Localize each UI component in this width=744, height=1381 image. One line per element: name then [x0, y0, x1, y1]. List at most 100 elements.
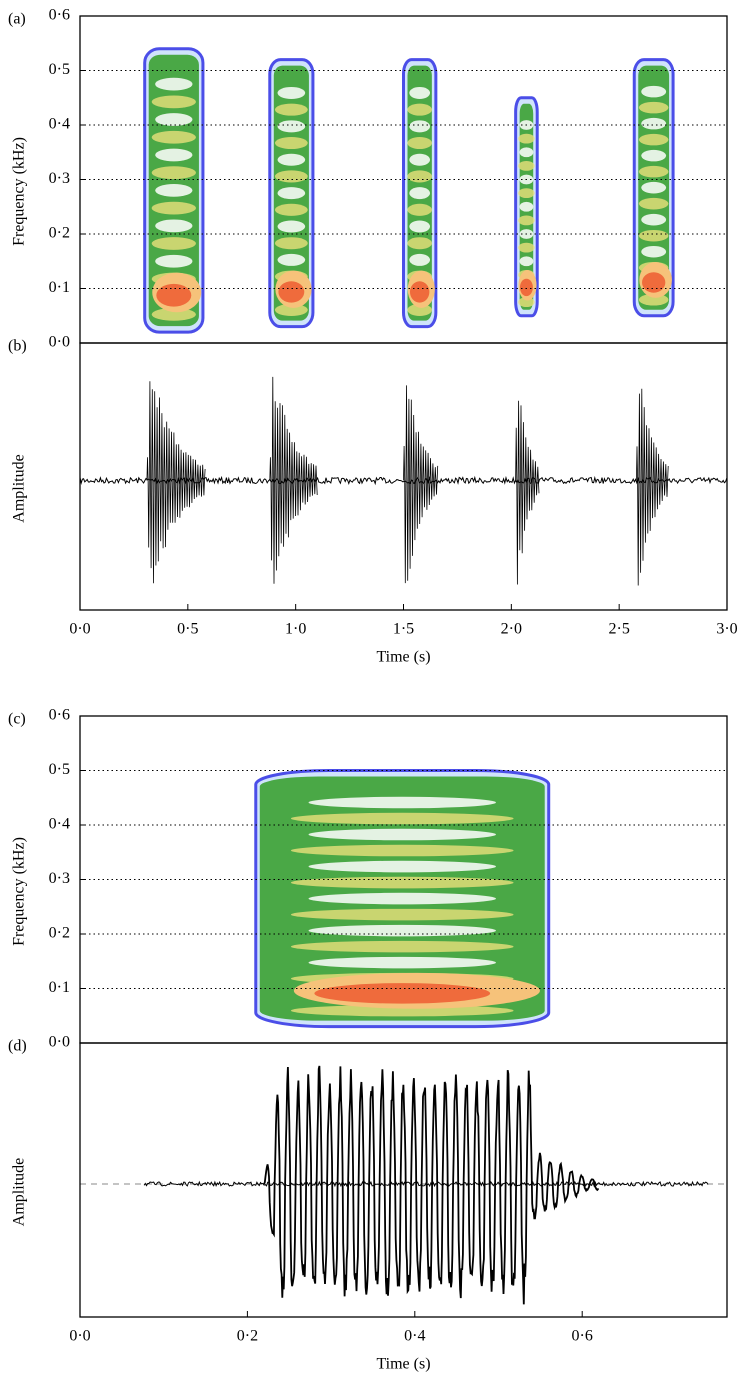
x-tick-label: 0·6	[572, 1328, 593, 1345]
harmonic-band	[274, 237, 308, 250]
x-tick-label: 0·2	[237, 1328, 258, 1345]
harmonic-band	[290, 876, 514, 889]
harmonic-gap	[277, 187, 306, 200]
harmonic-band	[151, 95, 196, 109]
harmonic-gap	[409, 220, 431, 233]
harmonic-gap	[641, 117, 667, 130]
harmonic-gap	[641, 149, 667, 162]
x-tick-label: 0·0	[69, 621, 90, 638]
call	[254, 769, 551, 1029]
harmonic-band	[407, 137, 432, 150]
energy-peak	[409, 281, 430, 303]
harmonic-gap	[519, 147, 534, 158]
harmonic-gap	[308, 828, 496, 841]
harmonic-band	[290, 940, 514, 953]
energy-peak	[156, 283, 192, 307]
harmonic-band	[274, 103, 308, 116]
x-axis-label: Time (s)	[376, 1356, 430, 1373]
harmonic-band	[518, 188, 535, 199]
call	[632, 58, 675, 318]
x-tick-label: 0·0	[69, 1328, 90, 1345]
harmonic-band	[151, 308, 196, 321]
harmonic-band	[518, 215, 535, 226]
y-axis-label: Frequency (kHz)	[11, 837, 28, 946]
x-tick-label: 2·0	[501, 621, 522, 638]
harmonic-band	[290, 908, 514, 921]
x-tick-label: 1·5	[393, 621, 414, 638]
harmonic-band	[638, 293, 669, 306]
call	[268, 58, 315, 329]
y-tick-label: 0·2	[49, 225, 70, 242]
burst	[146, 381, 206, 584]
x-tick-label: 3·0	[716, 621, 737, 638]
harmonic-gap	[409, 253, 431, 266]
y-tick-label: 0·4	[49, 116, 70, 133]
call	[402, 58, 438, 329]
panel-label: (a)	[8, 11, 26, 28]
panel-label: (d)	[8, 1038, 27, 1055]
harmonic-band	[638, 101, 669, 114]
harmonic-gap	[641, 85, 667, 98]
harmonic-gap	[277, 86, 306, 99]
x-tick-label: 0·4	[404, 1328, 425, 1345]
call	[514, 96, 539, 318]
harmonic-gap	[277, 253, 306, 266]
y-tick-label: 0·3	[49, 170, 70, 187]
harmonic-band	[407, 203, 432, 216]
harmonic-band	[638, 229, 669, 242]
harmonic-band	[151, 201, 196, 215]
y-tick-label: 0·3	[49, 870, 70, 887]
burst	[263, 1065, 599, 1305]
harmonic-band	[407, 103, 432, 116]
harmonic-band	[518, 297, 535, 308]
harmonic-gap	[155, 148, 193, 162]
harmonic-band	[290, 844, 514, 857]
y-axis-label: Amplitude	[11, 1158, 28, 1226]
energy-peak	[314, 983, 491, 1004]
harmonic-gap	[409, 120, 431, 133]
panel-label: (c)	[8, 711, 26, 728]
harmonic-gap	[308, 796, 496, 809]
energy-peak	[642, 272, 666, 293]
harmonic-gap	[277, 153, 306, 166]
energy-peak	[278, 281, 305, 303]
burst	[403, 385, 439, 584]
y-tick-label: 0·6	[49, 707, 70, 724]
harmonic-band	[407, 237, 432, 250]
harmonic-gap	[308, 892, 496, 905]
harmonic-band	[151, 130, 196, 144]
harmonic-band	[151, 237, 196, 250]
harmonic-gap	[409, 187, 431, 200]
y-tick-label: 0·1	[49, 979, 70, 996]
harmonic-gap	[155, 184, 193, 197]
harmonic-gap	[519, 201, 534, 212]
y-axis-label: Frequency (kHz)	[11, 137, 28, 246]
burst	[269, 376, 318, 584]
harmonic-band	[290, 1004, 514, 1017]
plot-frame	[79, 342, 728, 611]
y-tick-label: 0·2	[49, 925, 70, 942]
harmonic-band	[518, 242, 535, 253]
harmonic-gap	[409, 153, 431, 166]
burst	[636, 388, 669, 586]
call	[143, 47, 205, 334]
harmonic-band	[290, 812, 514, 825]
y-tick-label: 0·4	[49, 816, 70, 833]
y-tick-label: 0·0	[49, 1034, 70, 1051]
harmonic-gap	[409, 86, 431, 99]
harmonic-band	[274, 137, 308, 150]
harmonic-band	[407, 303, 432, 316]
x-tick-label: 2·5	[609, 621, 630, 638]
harmonic-band	[274, 203, 308, 216]
harmonic-band	[638, 165, 669, 178]
harmonic-band	[638, 197, 669, 210]
harmonic-gap	[641, 245, 667, 258]
harmonic-gap	[155, 113, 193, 126]
harmonic-band	[518, 133, 535, 144]
harmonic-gap	[519, 256, 534, 267]
harmonic-gap	[641, 213, 667, 226]
harmonic-band	[274, 170, 308, 183]
harmonic-gap	[308, 956, 496, 969]
y-tick-label: 0·1	[49, 279, 70, 296]
